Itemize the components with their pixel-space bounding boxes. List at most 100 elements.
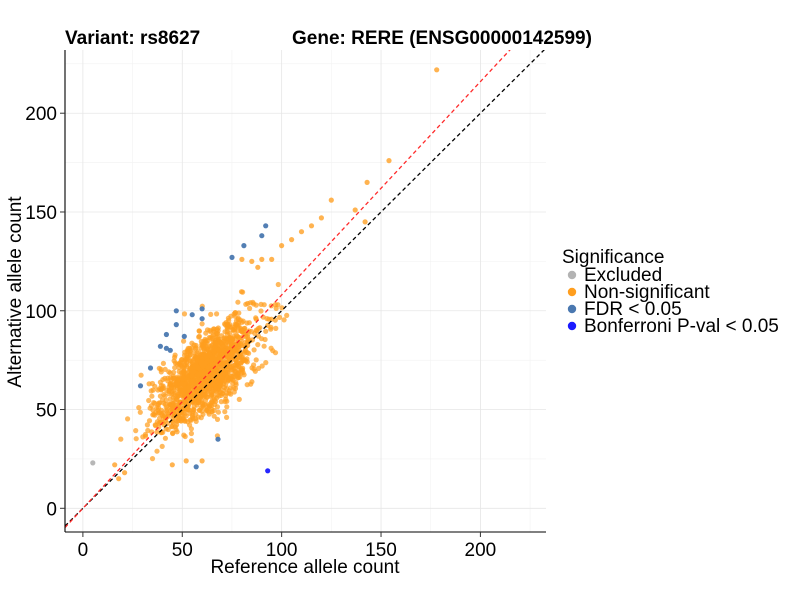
point-non-significant [258, 301, 264, 307]
point-non-significant [215, 336, 221, 342]
point-non-significant [149, 393, 155, 399]
point-non-significant [199, 342, 205, 349]
point-non-significant-outliers [308, 223, 315, 229]
chart-title-gene: Gene: RERE (ENSG00000142599) [292, 28, 592, 49]
point-non-significant [178, 357, 185, 363]
point-non-significant [216, 347, 222, 353]
point-fdr-0-05 [173, 308, 179, 314]
legend-entry-bonferroni: Bonferroni P-val < 0.05 [567, 316, 779, 337]
point-non-significant [208, 311, 214, 317]
legend-label-bonferroni: Bonferroni P-val < 0.05 [584, 316, 779, 337]
legend-entry-non-significant: Non-significant [567, 282, 710, 303]
point-fdr-0-05 [157, 343, 163, 349]
point-non-significant [211, 413, 217, 419]
x-tick-label: 50 [172, 540, 193, 561]
point-non-significant [255, 325, 261, 332]
point-non-significant [138, 372, 144, 378]
point-non-significant [268, 345, 274, 351]
point-non-significant [179, 415, 185, 421]
point-non-significant [169, 424, 175, 430]
point-non-significant [146, 381, 152, 387]
point-non-significant-outliers [352, 207, 358, 213]
point-non-significant [170, 430, 176, 436]
point-non-significant-outliers [249, 258, 255, 264]
point-non-significant [223, 396, 229, 402]
point-non-significant [233, 380, 239, 386]
point-non-significant [170, 419, 176, 426]
point-non-significant [261, 343, 267, 349]
point-fdr-0-05 [173, 322, 179, 328]
point-non-significant [195, 414, 201, 420]
point-non-significant [262, 336, 268, 343]
point-non-significant-outliers [328, 197, 334, 203]
point-non-significant-outliers [122, 470, 128, 476]
point-non-significant [214, 404, 221, 410]
point-non-significant [244, 382, 250, 388]
point-non-significant [181, 369, 187, 375]
point-non-significant [238, 367, 245, 373]
x-tick-label: 200 [465, 540, 497, 561]
point-non-significant-outliers [255, 264, 261, 270]
point-non-significant [198, 338, 204, 344]
point-non-significant [190, 408, 196, 414]
point-non-significant [181, 311, 188, 317]
point-non-significant [235, 299, 241, 305]
legend: Significance Excluded Non-significant FD… [562, 247, 779, 337]
point-non-significant [224, 374, 230, 381]
point-non-significant [193, 381, 199, 387]
point-non-significant-outliers [434, 67, 440, 73]
point-fdr-0-05 [167, 347, 173, 353]
point-non-significant-outliers [289, 237, 295, 243]
point-non-significant [214, 311, 220, 317]
point-non-significant-outliers [279, 243, 285, 249]
point-fdr-0-05 [229, 254, 235, 260]
chart-title-variant: Variant: rs8627 [65, 28, 200, 49]
y-tick-label: 50 [36, 401, 57, 422]
point-non-significant [204, 346, 210, 352]
point-non-significant [145, 427, 151, 434]
point-non-significant [256, 365, 262, 371]
point-non-significant [173, 427, 179, 433]
point-non-significant [167, 370, 173, 376]
point-non-significant [125, 416, 131, 422]
point-non-significant [201, 391, 207, 398]
point-non-significant [162, 393, 168, 399]
point-fdr-0-05 [259, 233, 265, 239]
point-non-significant [224, 355, 230, 361]
point-non-significant [230, 327, 236, 333]
point-non-significant [233, 369, 239, 375]
point-non-significant [189, 345, 195, 351]
point-non-significant [235, 335, 241, 341]
point-non-significant [235, 375, 241, 381]
point-non-significant-outliers [269, 256, 275, 262]
legend-swatch-non-significant [567, 287, 577, 297]
point-non-significant [149, 456, 156, 462]
point-non-significant [224, 414, 230, 420]
point-non-significant [159, 407, 165, 413]
point-non-significant [213, 368, 219, 374]
point-non-significant [251, 347, 257, 353]
point-non-significant [218, 355, 224, 362]
point-non-significant [152, 412, 158, 418]
point-non-significant-outliers [169, 462, 175, 468]
point-non-significant [184, 364, 190, 370]
point-non-significant [172, 352, 178, 358]
point-non-significant [236, 310, 242, 316]
point-non-significant [220, 371, 226, 377]
y-tick-label: 200 [25, 104, 57, 125]
point-fdr-0-05 [193, 464, 199, 470]
point-non-significant [247, 305, 253, 311]
point-non-significant [284, 312, 290, 318]
point-non-significant [221, 343, 227, 349]
point-fdr-0-05 [137, 383, 144, 389]
point-non-significant [160, 360, 166, 366]
point-fdr-0-05 [163, 345, 169, 351]
point-non-significant [216, 342, 222, 348]
point-non-significant [253, 357, 259, 363]
point-non-significant [239, 329, 245, 335]
point-non-significant [264, 316, 270, 322]
point-non-significant [251, 366, 257, 372]
point-non-significant [162, 435, 168, 441]
point-non-significant [154, 448, 160, 454]
